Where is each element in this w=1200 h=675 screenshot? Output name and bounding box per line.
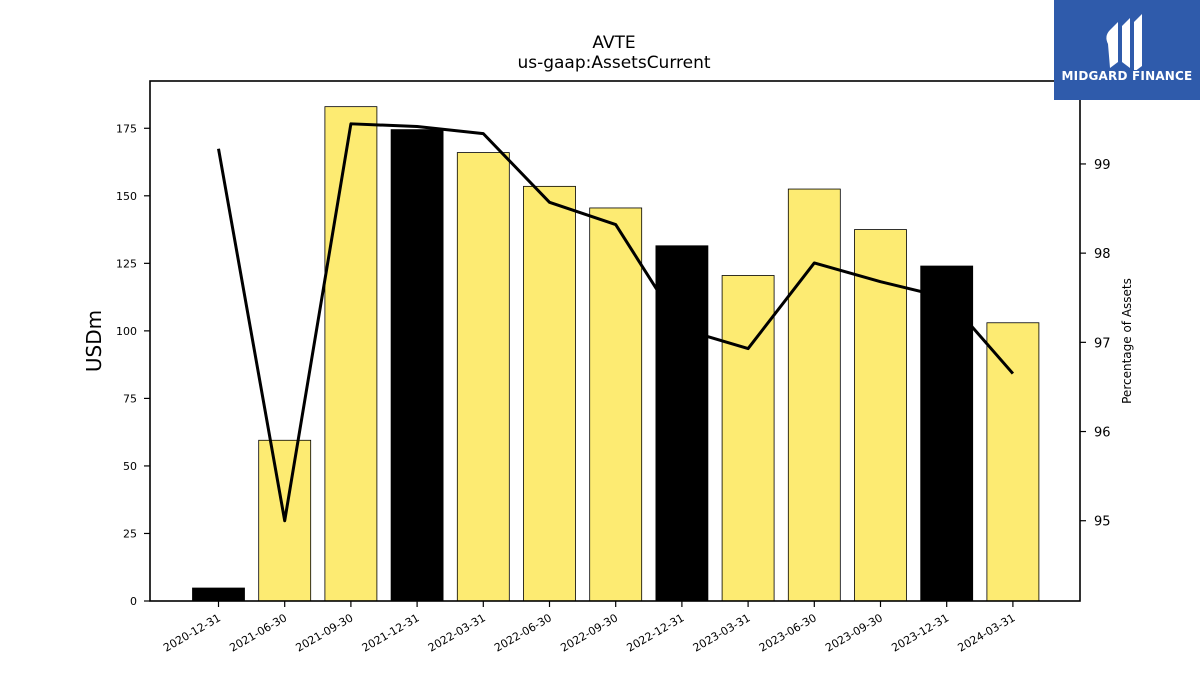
bar [324, 106, 378, 602]
bar [854, 229, 907, 602]
bar [920, 265, 974, 602]
bar [589, 207, 643, 602]
bar [192, 587, 245, 602]
y-tick-label: 100 [116, 325, 137, 338]
x-tick-label: 2023-09-30 [823, 611, 885, 654]
y-tick-label: 175 [116, 122, 137, 135]
chart-title: AVTE [592, 33, 635, 53]
y2-tick-label: 99 [1094, 158, 1111, 173]
x-tick-label: 2020-12-31 [161, 611, 223, 654]
x-tick-label: 2021-09-30 [294, 611, 356, 654]
x-tick-label: 2023-12-31 [889, 611, 951, 654]
chart-subtitle: us-gaap:AssetsCurrent [517, 53, 710, 73]
x-tick-label: 2022-09-30 [558, 611, 620, 654]
y-tick-label: 75 [123, 392, 137, 405]
x-tick-label: 2022-03-31 [426, 611, 488, 654]
y-axis-label: USDm [82, 310, 106, 372]
bar [721, 275, 775, 602]
bar [456, 152, 510, 602]
x-tick-label: 2023-03-31 [691, 611, 753, 654]
y-tick-label: 150 [116, 190, 137, 203]
y2-tick-label: 95 [1094, 515, 1111, 530]
bar [390, 129, 444, 602]
y2-tick-label: 96 [1094, 426, 1111, 441]
midgard-logo-icon [1106, 14, 1142, 70]
x-tick-label: 2021-12-31 [360, 611, 422, 654]
x-tick-label: 2024-03-31 [956, 611, 1018, 654]
brand-logo: MIDGARD FINANCE [1054, 0, 1200, 100]
bar [986, 322, 1040, 602]
bar-series [192, 106, 1040, 602]
plot-frame [149, 80, 1081, 602]
x-tick-label: 2021-06-30 [227, 611, 289, 654]
y-tick-label: 0 [130, 595, 137, 608]
y-tick-label: 25 [123, 527, 137, 540]
logo-text: MIDGARD FINANCE [1061, 69, 1193, 83]
y-tick-label: 125 [116, 257, 137, 270]
bar [655, 245, 709, 602]
x-tick-label: 2022-12-31 [625, 611, 687, 654]
y2-axis-label: Percentage of Assets [1120, 278, 1134, 404]
line-path [217, 122, 1015, 523]
bar [787, 188, 841, 602]
y-tick-label: 50 [123, 460, 137, 473]
y2-tick-label: 98 [1094, 247, 1111, 262]
bar [523, 185, 576, 602]
line-series [217, 122, 1015, 523]
y2-tick-label: 97 [1094, 336, 1111, 351]
x-tick-label: 2022-06-30 [492, 611, 554, 654]
x-tick-label: 2023-06-30 [757, 611, 819, 654]
